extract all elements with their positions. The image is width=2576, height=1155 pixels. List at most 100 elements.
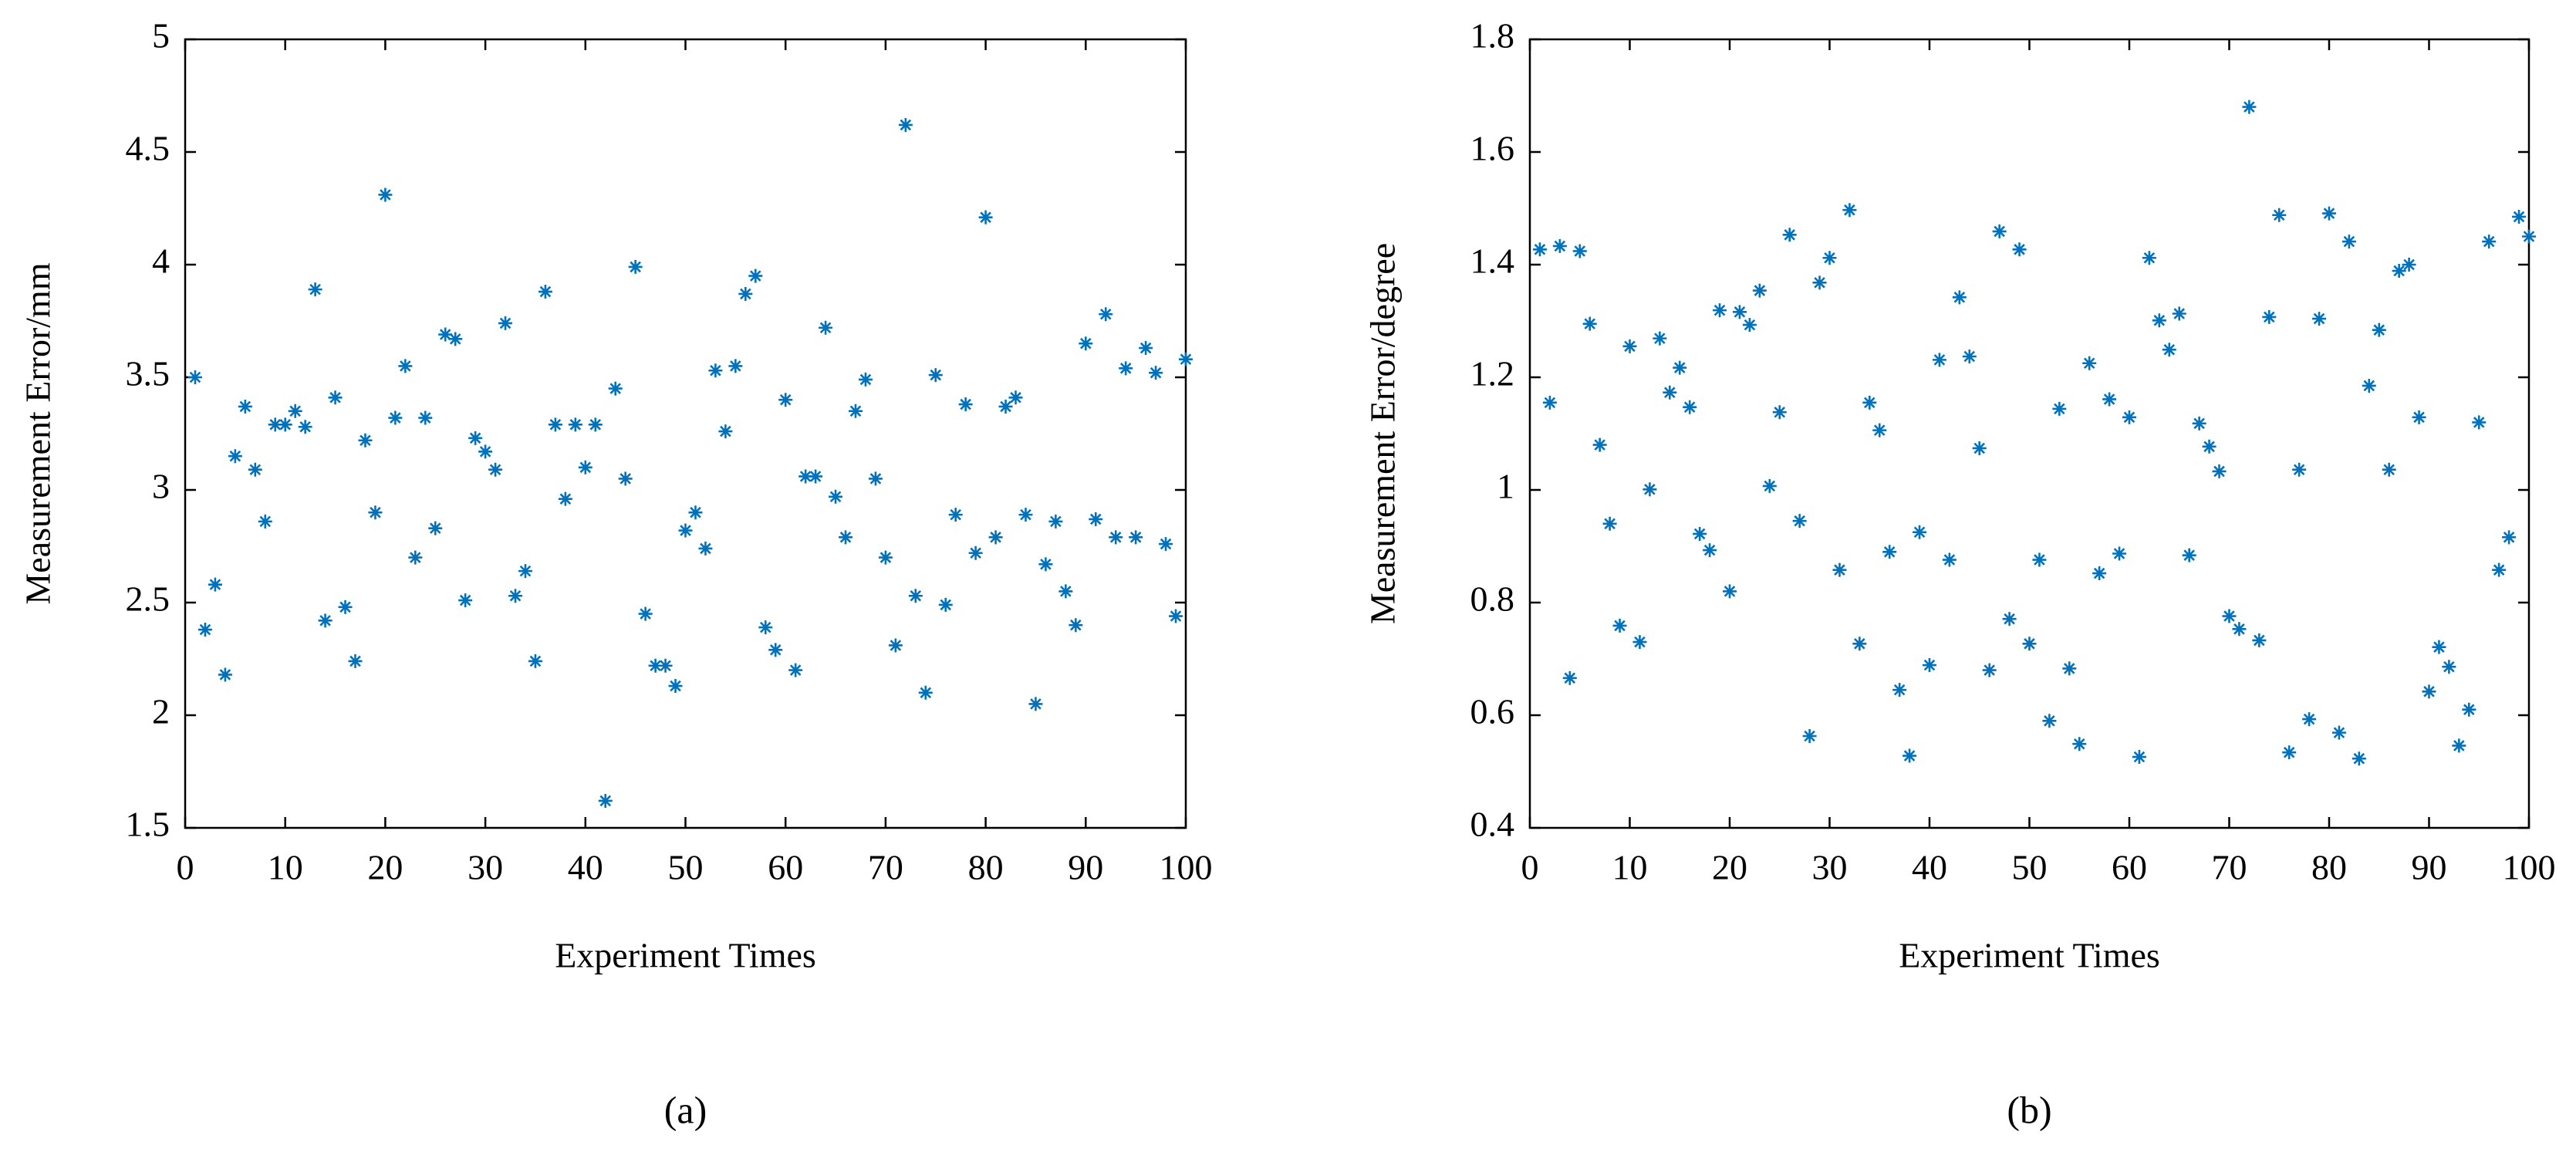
x-tick-label: 80 (2311, 848, 2347, 887)
data-point (638, 606, 653, 621)
data-point (348, 653, 363, 668)
data-point (1892, 683, 1907, 697)
data-point (1592, 437, 1607, 452)
data-point (758, 620, 773, 635)
data-point (2292, 462, 2307, 477)
data-point (1109, 530, 1123, 545)
data-point (1723, 584, 1737, 599)
x-tick-label: 60 (2112, 848, 2147, 887)
data-point (1542, 395, 1557, 410)
data-point (1149, 366, 1163, 380)
data-point (2132, 750, 2146, 765)
x-tick-label: 70 (868, 848, 903, 887)
data-point (1852, 637, 1867, 651)
data-point (1532, 242, 1547, 257)
data-point (908, 589, 923, 603)
data-point (228, 449, 242, 464)
data-point (2262, 309, 2277, 324)
data-point (2062, 661, 2077, 676)
data-point (898, 117, 913, 132)
data-point (298, 420, 312, 434)
data-point (2212, 464, 2227, 478)
data-point (1119, 361, 1133, 376)
data-point (668, 679, 683, 694)
data-point (1822, 251, 1837, 265)
data-point (358, 433, 373, 447)
y-tick-label: 2.5 (126, 579, 170, 619)
data-point (1612, 618, 1627, 633)
data-point (548, 417, 562, 432)
data-point (988, 530, 1003, 545)
data-point (948, 508, 963, 522)
data-point (928, 368, 943, 383)
data-point (1882, 545, 1897, 559)
x-tick-label: 90 (1068, 848, 1103, 887)
data-point (1872, 423, 1887, 437)
data-point (488, 462, 503, 477)
data-point (1782, 228, 1797, 242)
data-point (788, 663, 803, 677)
data-point (438, 327, 453, 342)
x-tick-label: 80 (968, 848, 1004, 887)
x-tick-label: 10 (1612, 848, 1648, 887)
data-point (1792, 514, 1807, 529)
data-point (718, 424, 733, 439)
data-point (738, 286, 753, 301)
data-point (448, 332, 463, 346)
data-point (878, 550, 893, 565)
data-point (2232, 622, 2247, 637)
data-point (1058, 584, 1073, 599)
data-point (1832, 562, 1847, 577)
data-point (1703, 543, 1717, 558)
data-point (1018, 508, 1033, 522)
data-point (1028, 697, 1043, 711)
data-point (2312, 312, 2327, 326)
data-point (768, 643, 783, 657)
data-point (1902, 748, 1917, 763)
data-point (2322, 206, 2336, 221)
data-point (1932, 353, 1946, 367)
data-point (528, 653, 542, 668)
data-point (218, 667, 232, 682)
data-point (688, 505, 703, 520)
data-point (1582, 316, 1597, 331)
data-point (198, 623, 212, 637)
data-point (2152, 313, 2166, 328)
data-point (2082, 356, 2097, 370)
data-point (968, 545, 983, 560)
data-point (278, 417, 292, 432)
data-point (408, 550, 423, 565)
x-tick-label: 30 (468, 848, 503, 887)
data-point (268, 417, 282, 432)
data-point (2512, 209, 2527, 224)
data-point (2222, 609, 2237, 623)
data-point (588, 417, 603, 432)
x-tick-label: 40 (1912, 848, 1947, 887)
data-point (1129, 530, 1143, 545)
data-point (2392, 264, 2406, 279)
data-point (958, 397, 973, 412)
y-tick-label: 0.4 (1470, 805, 1515, 844)
plot-frame (1528, 38, 2530, 829)
data-point (1642, 482, 1657, 497)
data-point (2242, 100, 2257, 114)
data-point (1812, 275, 1827, 290)
data-point (1862, 395, 1877, 410)
data-point (2252, 633, 2267, 647)
x-tick-label: 50 (668, 848, 704, 887)
x-tick-label: 70 (2212, 848, 2247, 887)
data-point (1972, 441, 1987, 455)
data-point (388, 410, 403, 425)
data-point (978, 210, 993, 225)
data-point (1732, 305, 1747, 319)
data-point (508, 589, 523, 603)
data-point (1038, 557, 1053, 572)
data-point (1159, 537, 1173, 552)
data-point (1099, 307, 1113, 322)
data-point (208, 577, 222, 592)
data-point (288, 404, 302, 418)
y-tick-label: 1 (1497, 467, 1514, 506)
data-point (1663, 385, 1677, 400)
data-point (1802, 729, 1817, 744)
